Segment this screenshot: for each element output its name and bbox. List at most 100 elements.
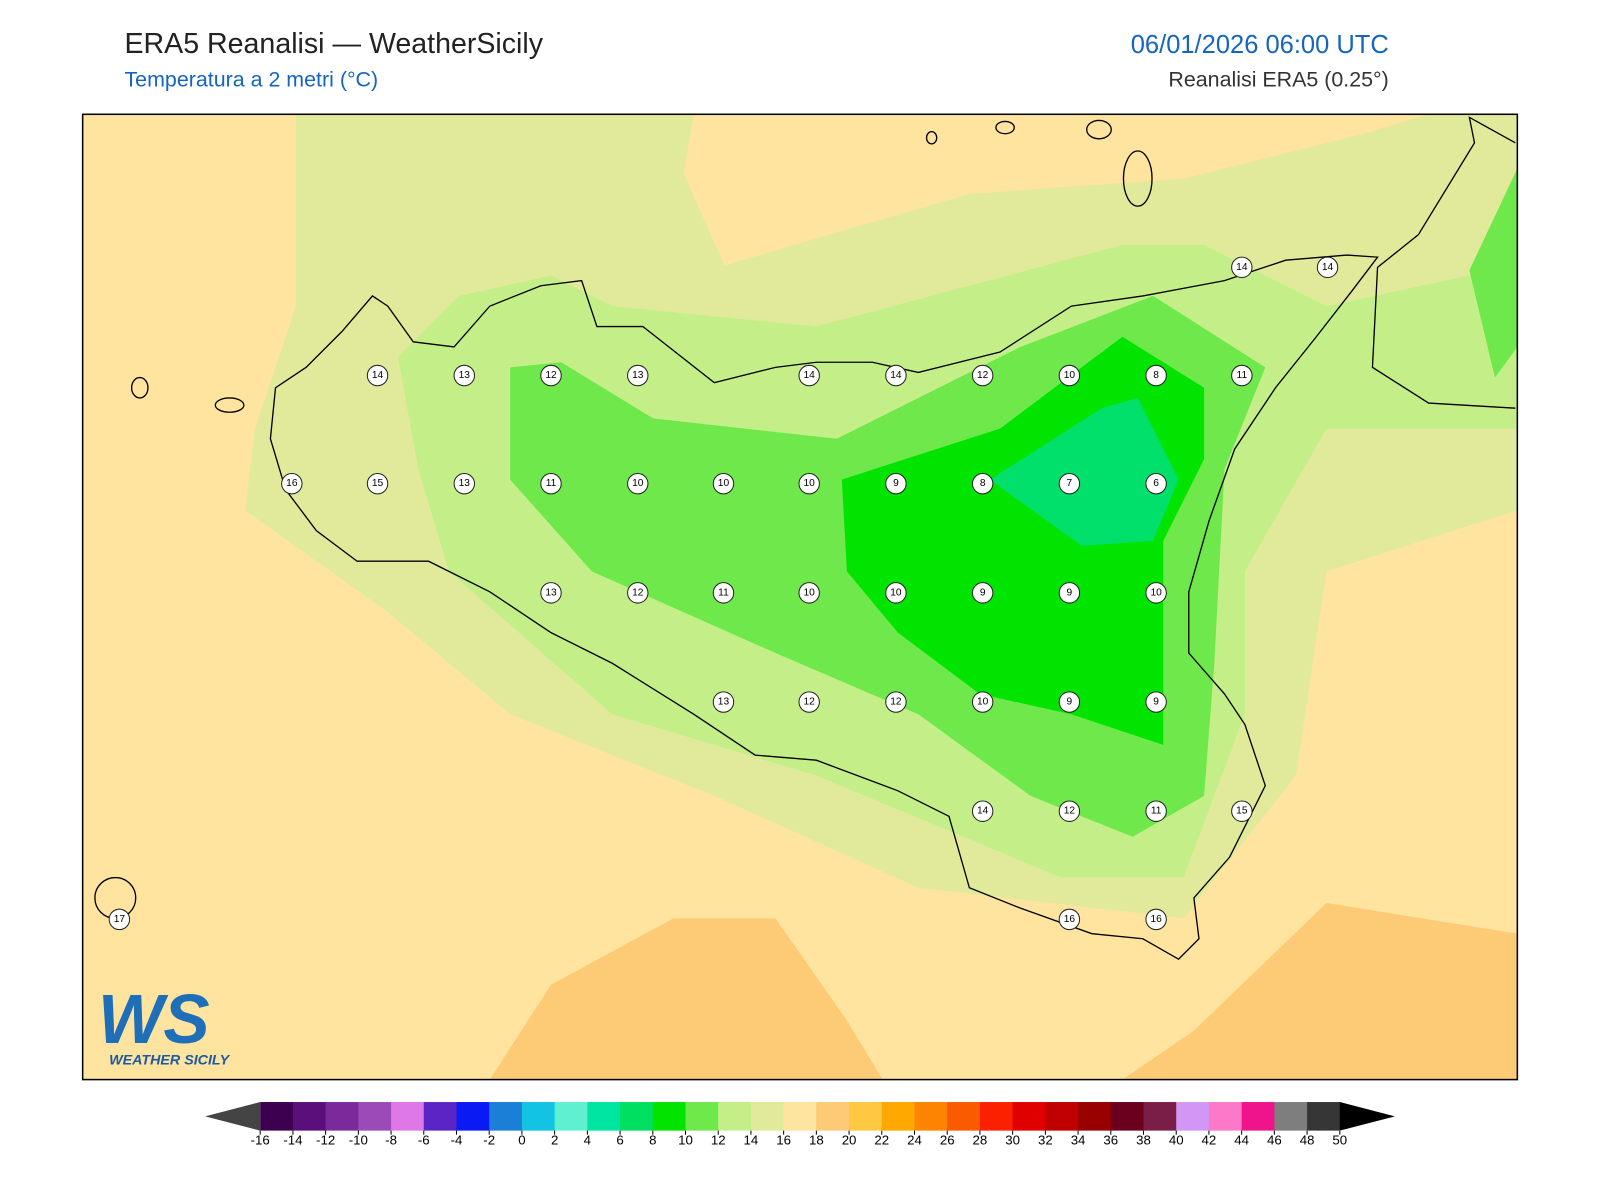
station: 11	[712, 582, 735, 604]
station: 7	[1058, 472, 1081, 495]
station: 14	[366, 364, 389, 387]
colorbar-tick-label: -14	[283, 1132, 302, 1147]
station-label: 10	[804, 587, 816, 598]
station-label: 14	[1322, 262, 1334, 273]
station-label: 9	[893, 478, 899, 489]
colorbar-tick-label: -12	[316, 1132, 335, 1147]
station-label: 12	[1064, 806, 1076, 817]
station-marker	[281, 472, 303, 495]
station: 13	[453, 364, 475, 387]
colorbar-bin	[816, 1102, 850, 1131]
station-marker	[540, 582, 562, 604]
station: 9	[1058, 582, 1081, 604]
colorbar-tick-label: 6	[616, 1132, 623, 1147]
station: 12	[971, 364, 994, 387]
station-marker	[1231, 256, 1253, 279]
colorbar-bin	[292, 1102, 327, 1131]
colorbar-tick-label: 20	[842, 1132, 857, 1147]
station-label: 7	[1067, 478, 1073, 489]
colorbar-bin	[587, 1102, 621, 1131]
station-marker	[798, 364, 820, 387]
station-label: 10	[890, 587, 902, 598]
station-marker	[1058, 908, 1081, 931]
contour-18	[1122, 903, 1518, 1080]
station: 13	[627, 364, 649, 387]
colorbar-bin	[1110, 1102, 1145, 1131]
station: 11	[1231, 364, 1253, 387]
colorbar-bin	[358, 1102, 392, 1131]
colorbar-bin	[750, 1102, 785, 1131]
colorbar-bin	[1274, 1102, 1308, 1131]
station: 12	[1058, 800, 1081, 822]
colorbar-bin	[783, 1102, 817, 1131]
station-marker	[712, 691, 735, 713]
station: 10	[627, 472, 649, 495]
station-marker	[885, 364, 907, 387]
colorbar-bin	[1045, 1102, 1079, 1131]
colorbar-bin	[979, 1102, 1014, 1131]
colorbar-tick-label: 34	[1071, 1132, 1086, 1147]
station-marker	[971, 582, 994, 604]
station-label: 12	[890, 697, 902, 708]
map-frame	[81, 113, 1519, 1081]
station-marker	[1231, 364, 1253, 387]
station-marker	[712, 472, 735, 495]
colorbar-bin	[325, 1102, 359, 1131]
station-label: 16	[286, 478, 298, 489]
station-marker	[1058, 582, 1081, 604]
station-marker	[453, 364, 475, 387]
station-label: 10	[718, 478, 730, 489]
station: 12	[627, 582, 649, 604]
colorbar-bin	[1208, 1102, 1243, 1131]
station-label: 13	[632, 370, 644, 381]
station-marker	[971, 800, 994, 822]
colorbar-tick-label: 40	[1169, 1132, 1184, 1147]
station-marker	[1058, 800, 1081, 822]
colorbar-tick-label: 14	[744, 1132, 759, 1147]
colorbar-tick-label: 28	[973, 1132, 988, 1147]
station-label: 10	[1064, 370, 1076, 381]
station: 16	[1145, 908, 1167, 931]
station: 13	[540, 582, 562, 604]
subtitle: Temperatura a 2 metri (°C)	[124, 68, 378, 92]
colorbar-tick-label: 50	[1332, 1132, 1347, 1147]
colorbar-tick-label: -10	[349, 1132, 368, 1147]
station-label: 14	[890, 370, 902, 381]
colorbar-tick-label: 8	[649, 1132, 656, 1147]
colorbar-tick-label: 30	[1005, 1132, 1020, 1147]
station-label: 10	[977, 697, 989, 708]
colorbar-bin	[849, 1102, 883, 1131]
colorbar-bin	[260, 1102, 294, 1131]
colorbar-tick-label: -16	[251, 1132, 270, 1147]
station-label: 9	[1067, 587, 1073, 598]
station-label: 11	[1237, 370, 1248, 381]
station-label: 15	[1236, 806, 1248, 817]
colorbar-bin	[489, 1102, 523, 1131]
station-label: 9	[980, 587, 986, 598]
colorbar-bin	[521, 1102, 556, 1131]
station: 10	[971, 691, 994, 713]
logo-mark: WS	[98, 980, 210, 1058]
station-label: 14	[804, 370, 816, 381]
colorbar-bin	[718, 1102, 752, 1131]
colorbar-tick-label: -4	[451, 1132, 463, 1147]
station-label: 16	[1064, 914, 1076, 925]
station: 10	[712, 472, 735, 495]
colorbar-tick-label: 24	[907, 1132, 922, 1147]
station-label: 8	[1153, 370, 1159, 381]
colorbar-tick-label: -6	[418, 1132, 430, 1147]
station-marker	[1145, 800, 1167, 822]
station: 14	[971, 800, 994, 822]
station-label: 10	[804, 478, 816, 489]
station-marker	[1145, 364, 1167, 387]
station: 17	[108, 908, 131, 931]
colorbar-bin	[914, 1102, 948, 1131]
station: 15	[1231, 800, 1253, 822]
station: 11	[1145, 800, 1167, 822]
colorbar-bin	[652, 1102, 687, 1131]
station: 10	[885, 582, 907, 604]
station-marker	[540, 364, 562, 387]
station-marker	[1145, 582, 1167, 604]
station-marker	[627, 472, 649, 495]
station-marker	[798, 691, 820, 713]
